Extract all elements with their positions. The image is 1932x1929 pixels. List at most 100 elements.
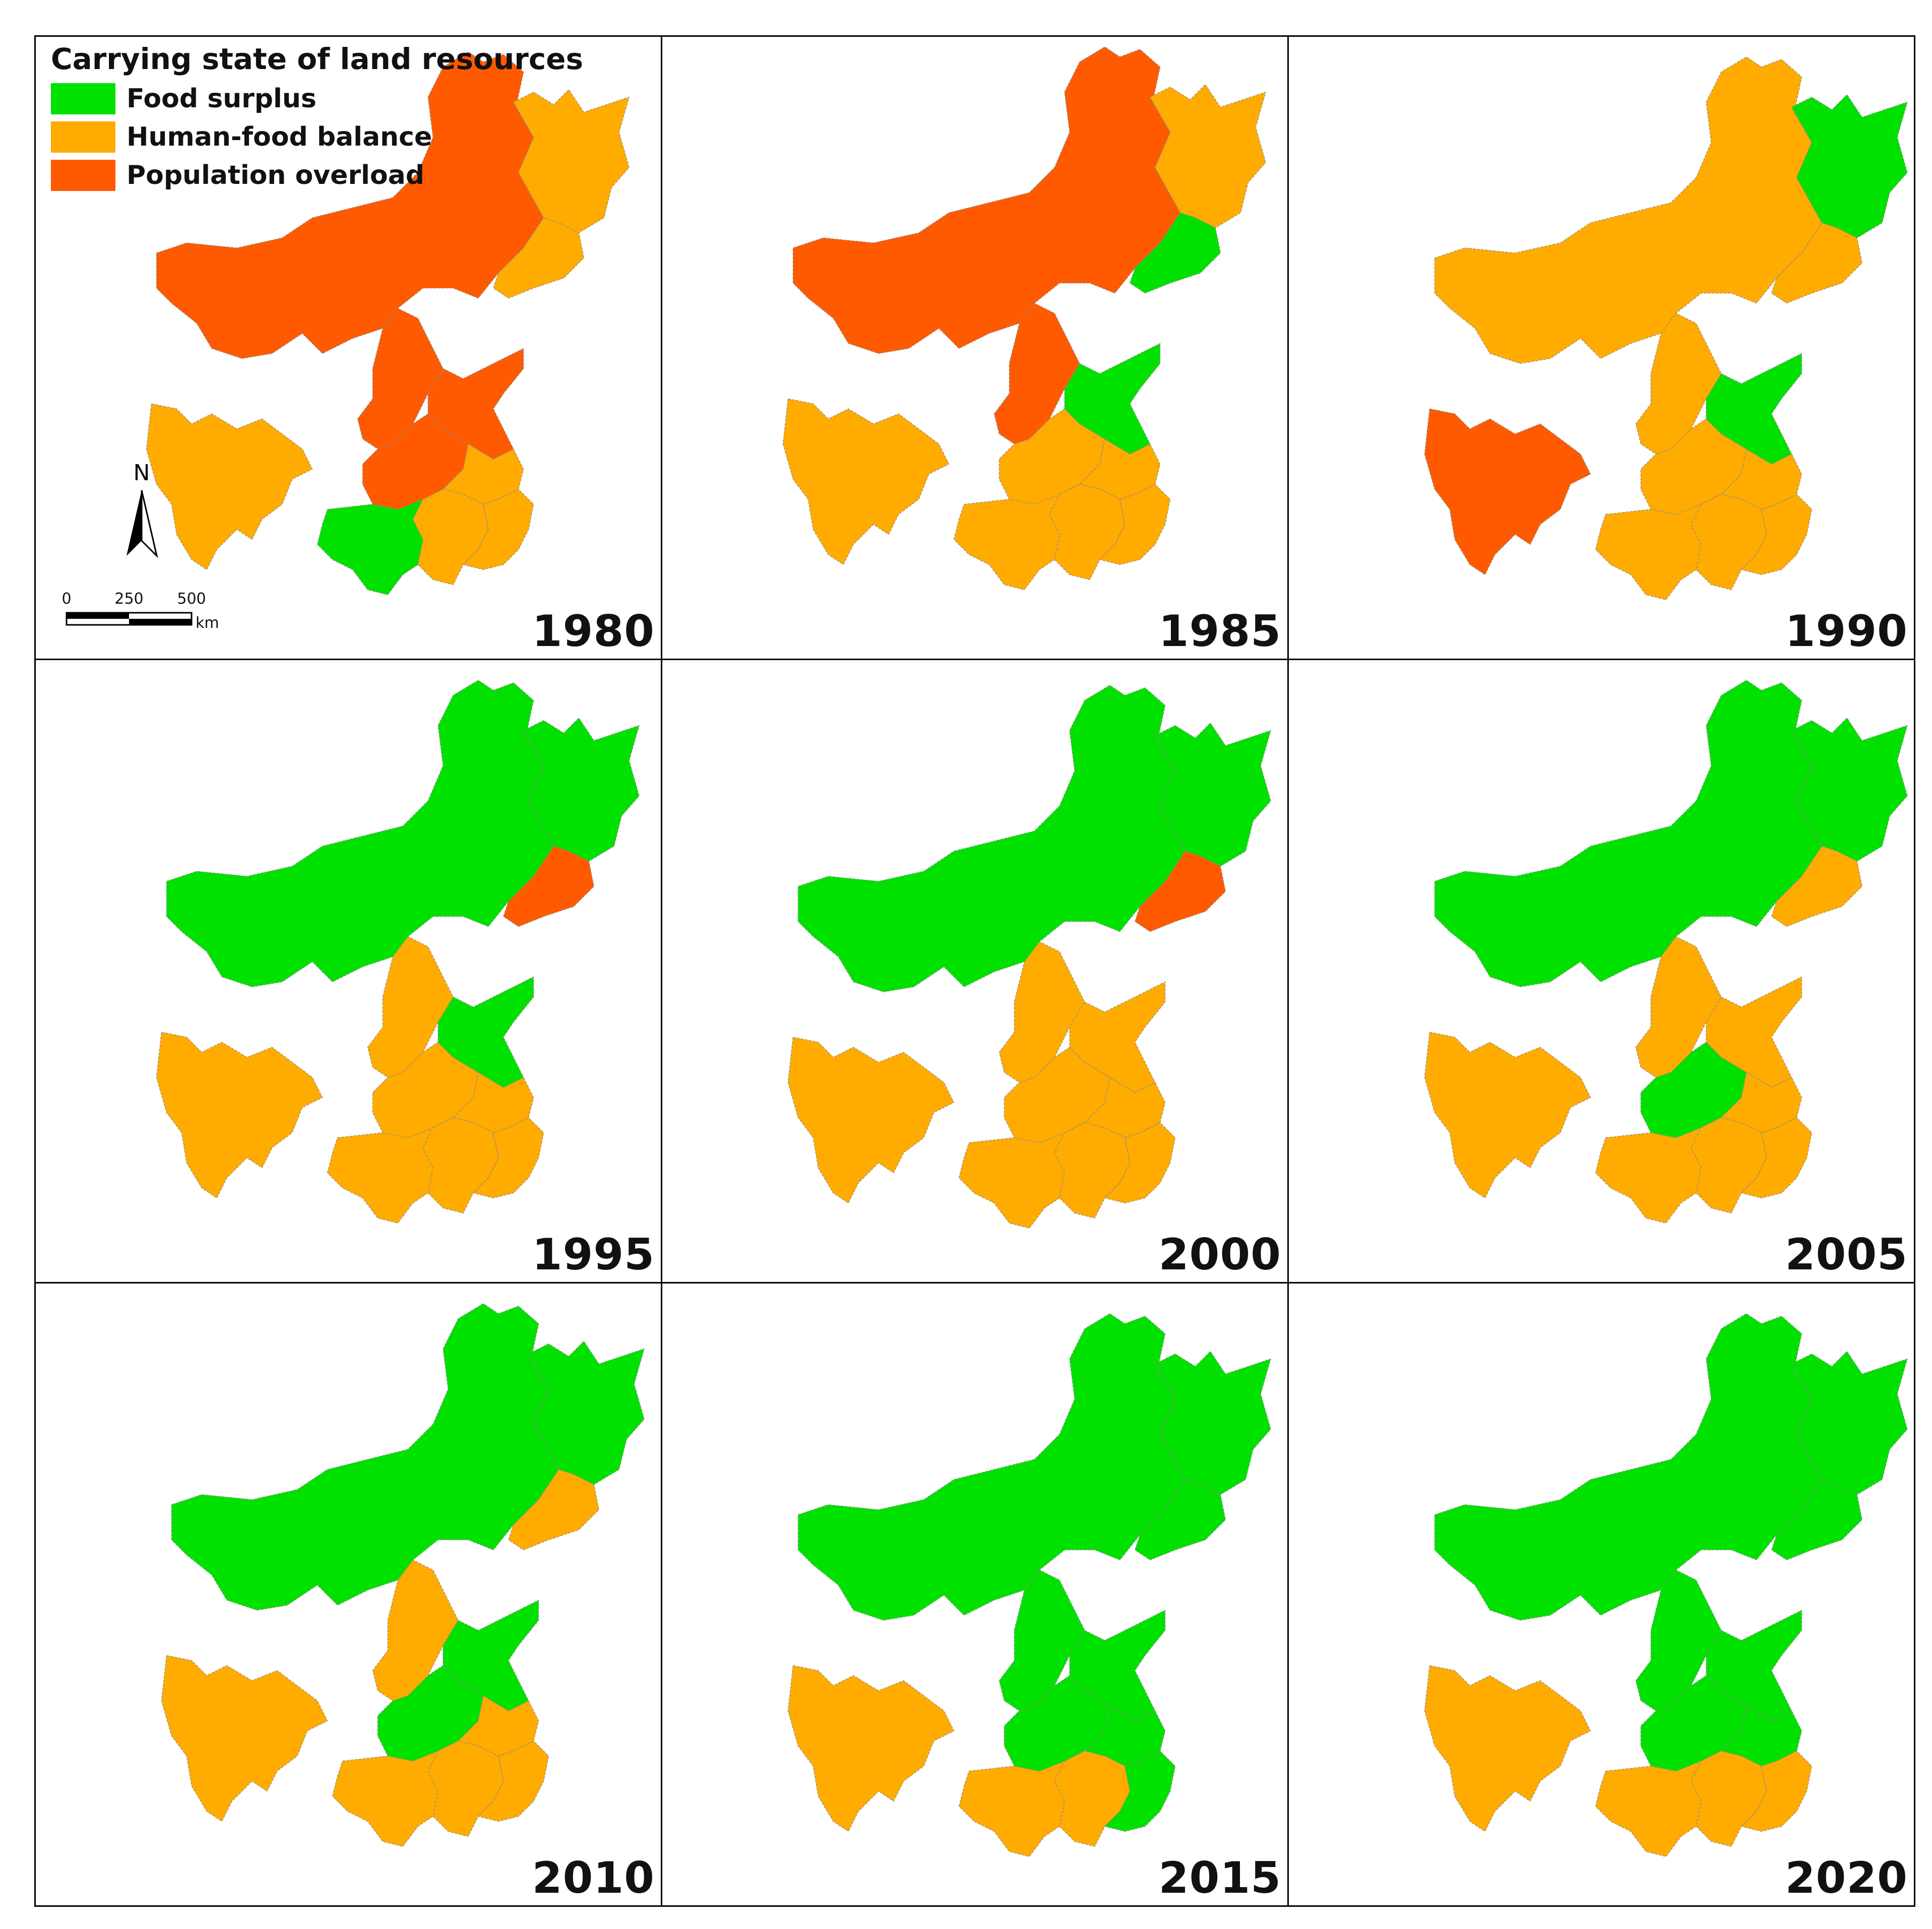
region-northeast xyxy=(1791,717,1908,862)
map-panel-2015: 2015 xyxy=(661,1282,1289,1907)
region-sichuan xyxy=(787,1665,955,1832)
legend-title: Carrying state of land resources xyxy=(51,42,583,76)
province-map xyxy=(782,46,1266,591)
scale-unit: km xyxy=(196,614,219,632)
map-panel-1995: 1995 xyxy=(34,659,662,1283)
legend-item-balance: Human-food balance xyxy=(51,121,583,153)
scale-bar-segment xyxy=(129,619,192,625)
region-south-right xyxy=(1740,1117,1813,1199)
region-east-lower xyxy=(1054,1751,1131,1847)
region-north xyxy=(797,685,1186,993)
map-panel-2000: 2000 xyxy=(661,659,1289,1283)
legend-label: Population overload xyxy=(127,160,424,190)
year-label: 1995 xyxy=(532,1230,655,1280)
region-central-north xyxy=(1635,312,1722,455)
province-map xyxy=(156,680,640,1224)
year-label: 2010 xyxy=(532,1853,655,1903)
region-northeast xyxy=(1154,722,1271,867)
map-panel-2020: 2020 xyxy=(1287,1282,1915,1907)
region-ne-mid xyxy=(508,1469,599,1551)
scale-bar: 0 250 500 km xyxy=(61,590,219,632)
region-east-lower xyxy=(1054,1122,1131,1219)
province-map xyxy=(787,685,1271,1229)
region-north xyxy=(1434,56,1823,364)
region-south-left xyxy=(317,498,424,595)
region-central-north xyxy=(999,1569,1085,1711)
region-south-left xyxy=(1595,503,1702,600)
region-east-coast xyxy=(1706,1610,1802,1721)
region-northeast xyxy=(1149,84,1266,228)
legend-swatch xyxy=(51,121,115,153)
scale-bar-segment xyxy=(67,613,129,619)
map-panel-1980: 1980 Carrying state of land resources Food… xyxy=(34,35,662,660)
region-south-right xyxy=(477,1741,549,1822)
region-east-coast xyxy=(1706,353,1802,465)
legend-label: Human-food balance xyxy=(127,122,432,152)
region-north xyxy=(792,46,1181,354)
north-arrow-left xyxy=(127,490,142,556)
region-northeast xyxy=(1791,94,1908,238)
province-map xyxy=(1424,56,1908,600)
region-central-north xyxy=(357,307,444,449)
region-south-left xyxy=(953,493,1061,591)
legend-label: Food surplus xyxy=(127,84,317,114)
legend-item-surplus: Food surplus xyxy=(51,83,583,114)
region-ne-mid xyxy=(1135,1479,1226,1561)
region-east-lower xyxy=(1691,1117,1767,1214)
region-south-right xyxy=(1099,484,1171,565)
legend-swatch xyxy=(51,83,115,114)
region-east-coast xyxy=(1069,1610,1166,1721)
region-south-left xyxy=(1595,1127,1702,1224)
region-central-south-b xyxy=(1084,1077,1166,1138)
north-arrow-icon: N xyxy=(127,460,158,558)
region-south-left xyxy=(958,1132,1066,1229)
region-central-north xyxy=(1635,936,1722,1078)
region-sichuan xyxy=(787,1037,955,1204)
scale-tick-label: 0 xyxy=(61,590,71,608)
legend-item-overload: Population overload xyxy=(51,160,583,191)
region-east-lower xyxy=(1691,1751,1767,1847)
region-south-right xyxy=(1104,1122,1176,1203)
region-east-coast xyxy=(443,1599,539,1711)
map-panel-1985: 1985 xyxy=(661,35,1289,660)
year-label: 2015 xyxy=(1158,1853,1281,1903)
legend: Carrying state of land resources Food sur… xyxy=(51,42,583,191)
region-sichuan xyxy=(782,398,950,565)
map-panel-2005: 2005 xyxy=(1287,659,1915,1283)
year-label: 1985 xyxy=(1158,606,1281,657)
region-south-left xyxy=(958,1760,1066,1857)
region-east-lower xyxy=(427,1741,504,1837)
year-label: 2020 xyxy=(1785,1853,1908,1903)
region-south-left xyxy=(327,1127,434,1224)
region-northeast xyxy=(1791,1351,1908,1495)
region-ne-mid xyxy=(1771,1479,1862,1561)
province-map xyxy=(161,1303,645,1847)
region-sichuan xyxy=(1424,1032,1591,1199)
region-ne-mid xyxy=(503,846,594,927)
scale-tick-label: 250 xyxy=(114,590,143,608)
region-ne-mid xyxy=(493,217,585,299)
region-north xyxy=(797,1313,1186,1621)
region-east-lower xyxy=(1691,494,1767,591)
region-central-north xyxy=(999,941,1085,1083)
region-central-north xyxy=(367,936,454,1078)
region-east-coast xyxy=(427,348,524,460)
province-map xyxy=(1424,1313,1908,1857)
region-central-north xyxy=(993,302,1080,444)
region-south-right xyxy=(1740,1751,1813,1832)
region-east-coast xyxy=(438,976,534,1088)
region-northeast xyxy=(1154,1351,1271,1495)
region-east-coast xyxy=(1064,343,1161,455)
year-label: 2005 xyxy=(1785,1230,1908,1280)
region-east-lower xyxy=(422,1117,499,1214)
region-south-right xyxy=(462,489,534,570)
region-north xyxy=(1434,680,1823,988)
region-ne-mid xyxy=(1771,846,1862,927)
region-south-left xyxy=(332,1750,439,1847)
region-central-north xyxy=(372,1559,459,1701)
region-sichuan xyxy=(1424,408,1591,575)
region-sichuan xyxy=(146,403,313,570)
region-sichuan xyxy=(156,1032,323,1199)
year-label: 1980 xyxy=(532,606,655,657)
